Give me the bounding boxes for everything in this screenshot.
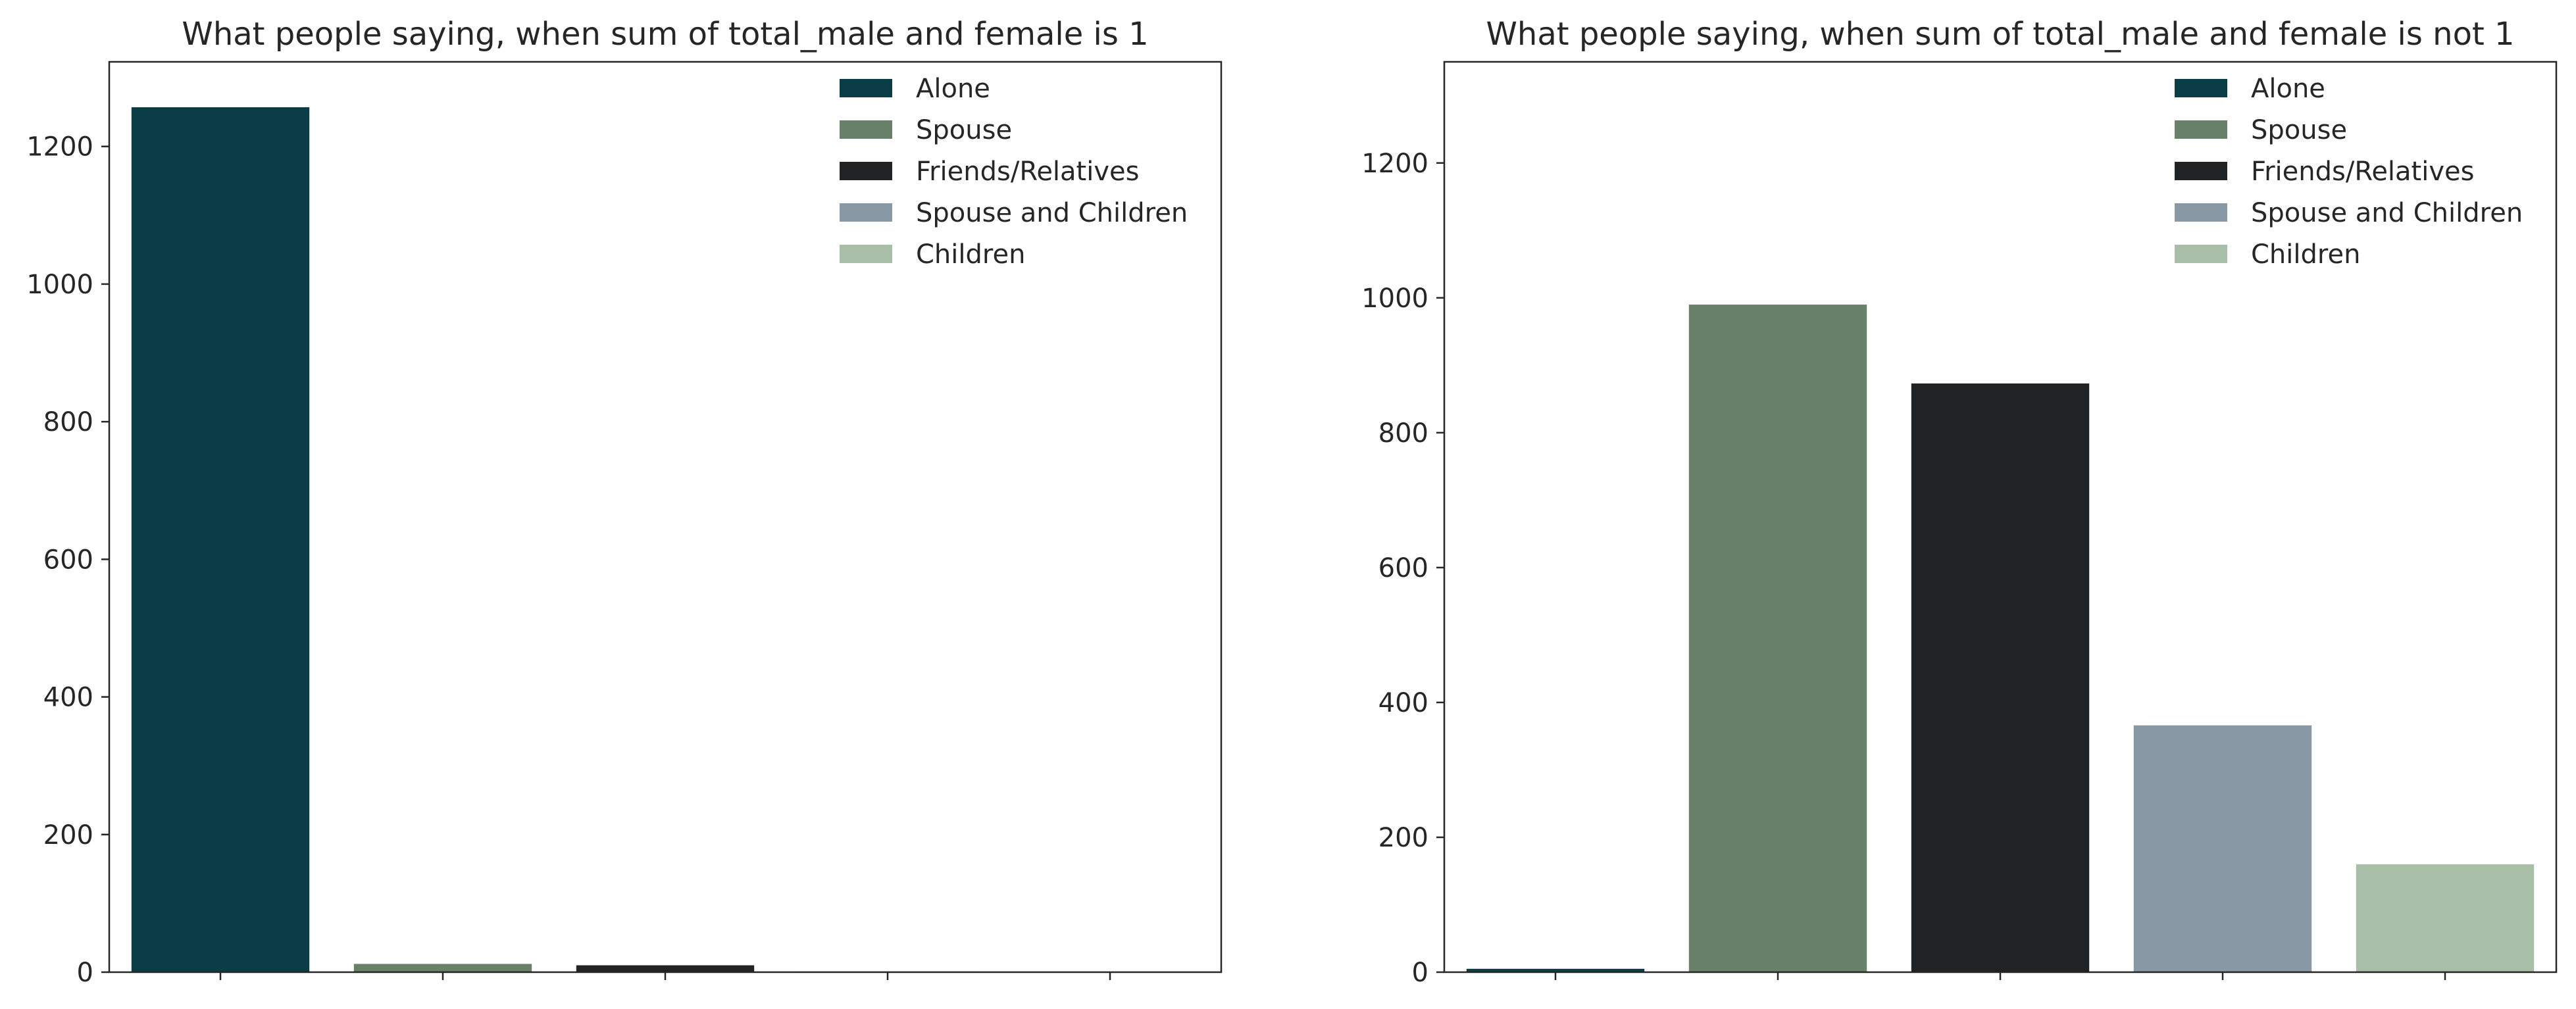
chart-title: What people saying, when sum of total_ma… [1486, 16, 2514, 53]
y-tick-label: 1200 [26, 132, 93, 162]
legend-swatch [840, 162, 892, 180]
legend-label: Children [2251, 239, 2360, 270]
y-tick-label: 1000 [26, 270, 93, 300]
bar-children [2356, 864, 2535, 972]
legend-swatch [840, 245, 892, 263]
y-tick-label: 200 [43, 820, 93, 850]
legend-label: Friends/Relatives [916, 157, 1139, 187]
legend-swatch [840, 203, 892, 222]
legend-label: Alone [916, 74, 990, 104]
chart-title: What people saying, when sum of total_ma… [182, 16, 1148, 53]
y-tick-label: 0 [1412, 958, 1428, 988]
legend-swatch [2175, 79, 2227, 97]
y-tick-label: 400 [1378, 688, 1428, 718]
legend: Alone Spouse Friends/Relatives Spouse and C… [840, 74, 1188, 270]
legend-swatch [2175, 120, 2227, 139]
y-tick-label: 1200 [1361, 149, 1428, 179]
legend-label: Spouse and Children [2251, 198, 2523, 228]
legend-label: Children [916, 239, 1025, 270]
legend-label: Friends/Relatives [2251, 157, 2474, 187]
legend: Alone Spouse Friends/Relatives Spouse and C… [2175, 74, 2523, 270]
legend-swatch [840, 79, 892, 97]
chart-panel-1: 0 200 400 600 800 1000 1200 What people saying,… [26, 16, 1223, 988]
bar-alone [131, 107, 310, 972]
bar-spouse [1688, 305, 1867, 972]
legend-label: Spouse and Children [916, 198, 1188, 228]
y-tick-label: 800 [43, 407, 93, 437]
legend-label: Alone [2251, 74, 2325, 104]
y-tick-label: 400 [43, 683, 93, 713]
legend-swatch [2175, 162, 2227, 180]
bar-friends-relatives [576, 965, 755, 972]
legend-swatch [2175, 245, 2227, 263]
bar-spouse-and-children [2133, 725, 2312, 972]
y-tick-label: 600 [1378, 553, 1428, 583]
legend-label: Spouse [916, 115, 1012, 145]
legend-swatch [840, 120, 892, 139]
bar-friends-relatives [1911, 383, 2090, 972]
y-tick-label: 800 [1378, 418, 1428, 449]
bar-alone [1466, 968, 1645, 972]
chart-panel-2: 0 200 400 600 800 1000 1200 What people saying,… [1361, 16, 2558, 988]
y-tick-label: 600 [43, 545, 93, 575]
y-tick-label: 1000 [1361, 283, 1428, 314]
y-tick-label: 200 [1378, 823, 1428, 853]
legend-swatch [2175, 203, 2227, 222]
legend-label: Spouse [2251, 115, 2347, 145]
y-tick-label: 0 [77, 958, 93, 988]
bar-spouse [353, 964, 532, 972]
